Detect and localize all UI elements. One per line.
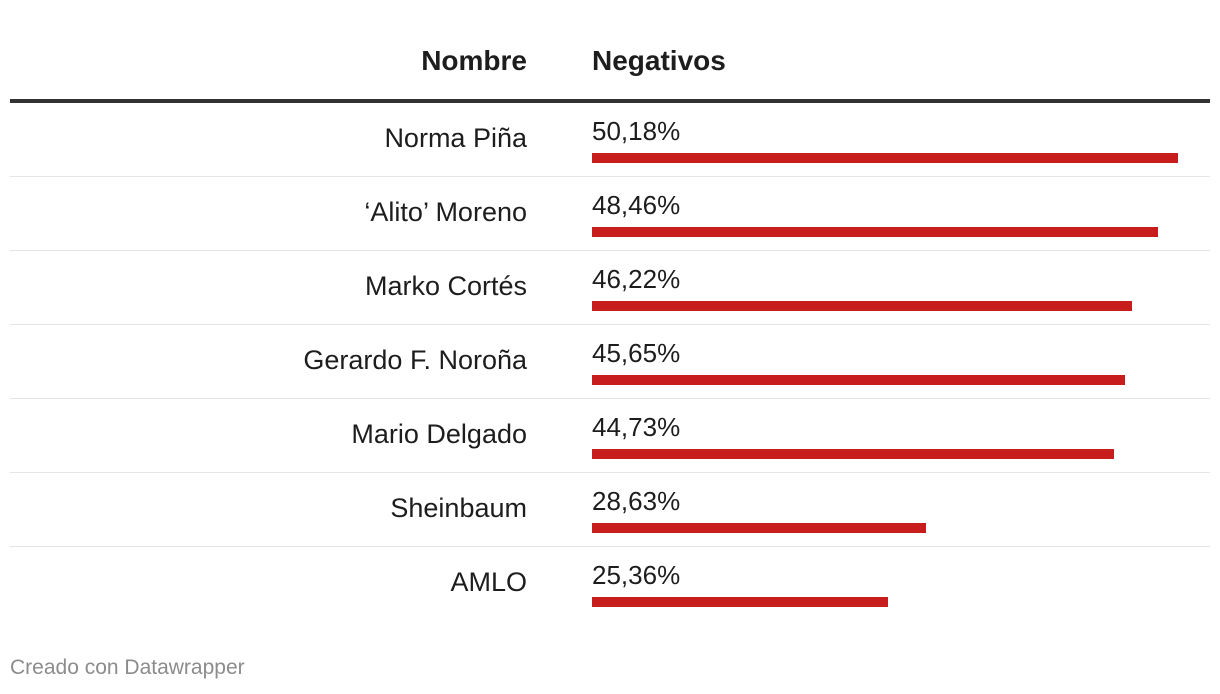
- negativos-bar: [592, 597, 888, 607]
- bar-track: [592, 449, 1178, 459]
- negativos-bar: [592, 301, 1132, 311]
- bar-track: [592, 597, 1178, 607]
- column-header-name: Nombre: [421, 45, 527, 76]
- row-name: Gerardo F. Noroña: [303, 345, 527, 375]
- table-row: ‘Alito’ Moreno 48,46%: [10, 177, 1210, 251]
- row-value-label: 45,65%: [592, 338, 681, 368]
- row-name: AMLO: [450, 567, 527, 597]
- bar-track: [592, 375, 1178, 385]
- bar-track: [592, 523, 1178, 533]
- row-name: Sheinbaum: [390, 493, 527, 523]
- row-name: ‘Alito’ Moreno: [364, 197, 527, 227]
- footer-credit[interactable]: Creado con Datawrapper: [10, 656, 245, 679]
- row-value-label: 25,36%: [592, 560, 681, 590]
- column-header-negativos: Negativos: [592, 45, 726, 76]
- table-header: Nombre Negativos: [10, 0, 1210, 103]
- negativos-bar: [592, 227, 1158, 237]
- row-value-label: 28,63%: [592, 486, 681, 516]
- negativos-bar: [592, 449, 1114, 459]
- negativos-bar: [592, 523, 926, 533]
- bar-track: [592, 153, 1178, 163]
- table-row: Mario Delgado 44,73%: [10, 399, 1210, 473]
- row-value-label: 44,73%: [592, 412, 681, 442]
- row-value-label: 48,46%: [592, 190, 681, 220]
- table-chart: Nombre Negativos Norma Piña 50,18% ‘Alito’…: [10, 0, 1210, 620]
- negativos-bar: [592, 375, 1125, 385]
- row-value-label: 50,18%: [592, 116, 681, 146]
- table-row: Marko Cortés 46,22%: [10, 251, 1210, 325]
- table-body: Norma Piña 50,18% ‘Alito’ Moreno 48,46% Mark…: [10, 103, 1210, 620]
- row-name: Mario Delgado: [351, 419, 527, 449]
- table-row: Sheinbaum 28,63%: [10, 473, 1210, 547]
- row-value-label: 46,22%: [592, 264, 681, 294]
- row-name: Marko Cortés: [364, 271, 527, 301]
- bar-track: [592, 227, 1178, 237]
- bar-track: [592, 301, 1178, 311]
- table-row: Norma Piña 50,18%: [10, 103, 1210, 177]
- row-name: Norma Piña: [384, 123, 527, 153]
- negativos-bar: [592, 153, 1178, 163]
- table-row: Gerardo F. Noroña 45,65%: [10, 325, 1210, 399]
- table-row: AMLO 25,36%: [10, 547, 1210, 620]
